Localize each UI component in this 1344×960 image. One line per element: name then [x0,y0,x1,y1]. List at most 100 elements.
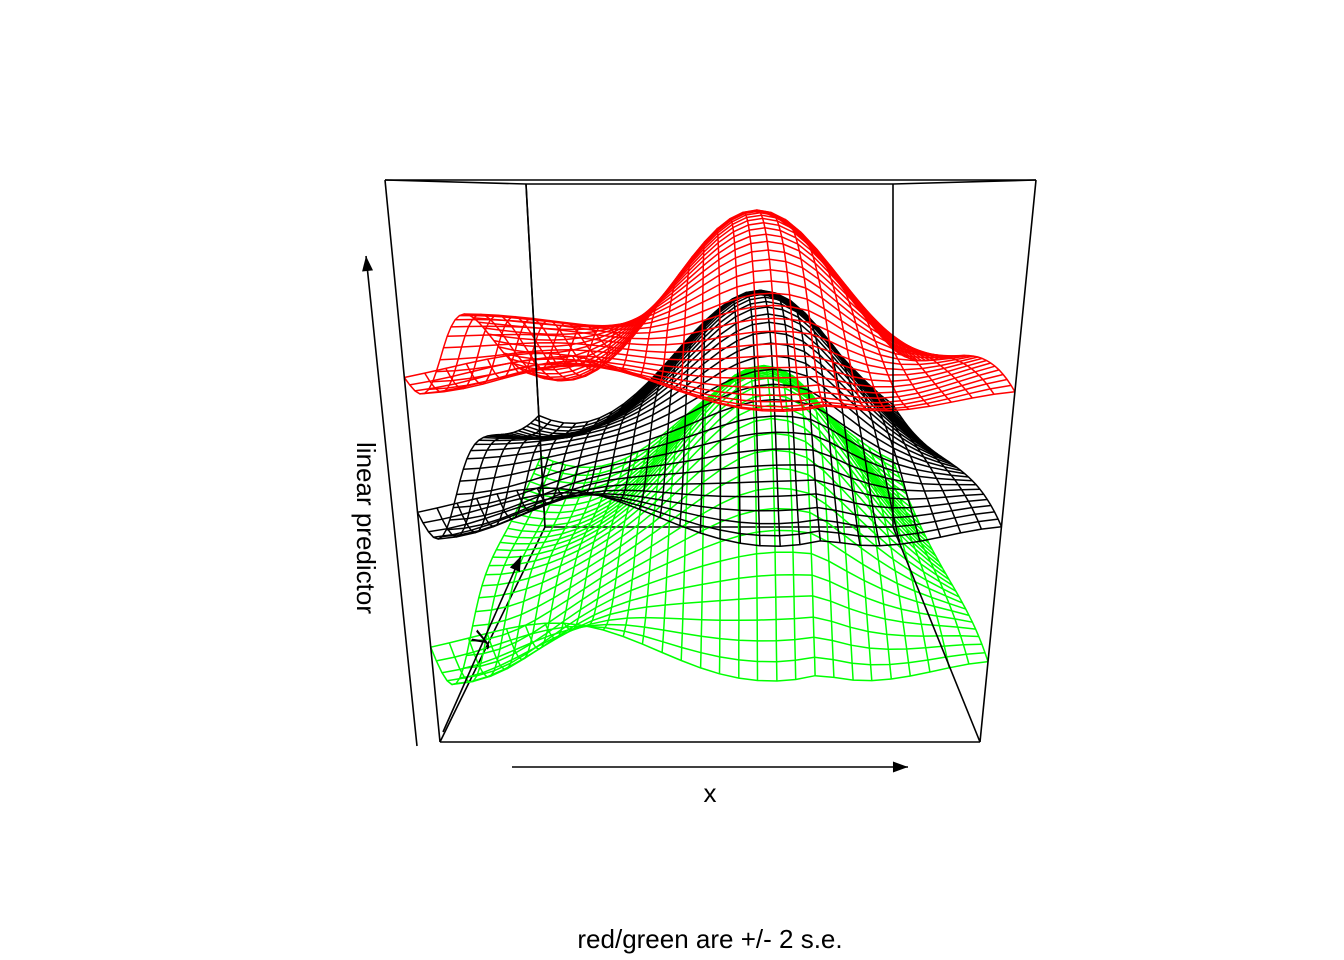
upper-surface-line [716,227,722,404]
fit-surface-line [466,368,958,469]
lower-surface-line [430,622,989,682]
upper-surface-line [445,314,562,390]
fit-surface-line [755,289,781,547]
upper-surface-line [678,255,694,392]
lower-surface-line [485,404,943,576]
upper-surface-line [830,271,910,410]
lower-surface-line [466,507,963,657]
fit-surface-line [536,411,613,505]
fit-surface-line [843,358,921,542]
fit-surface-line [638,357,672,510]
upper-surface-line [404,352,1015,413]
upper-surface-line [450,317,970,362]
fit-surface-line [470,355,954,466]
upper-surface-line [465,315,574,385]
upper-surface-line [753,209,785,412]
fit-surface-line [598,382,649,497]
fit-surface-line [459,398,965,482]
upper-surface-line [817,255,889,412]
fit-surface-line [577,393,637,496]
fit-surface-line [416,414,540,540]
lower-surface-line [469,487,960,643]
box-edge [892,526,981,743]
upper-surface-line [424,364,1000,399]
upper-surface-line [805,241,868,411]
upper-surface-line [779,218,826,407]
upper-surface-line [571,324,634,367]
lower-surface-line [744,367,759,681]
upper-surface-line [614,304,658,373]
axis-arrows [362,255,908,773]
upper-surface-line [403,313,537,395]
lower-surface-line [451,595,976,686]
upper-surface-line [419,364,1004,404]
upper-surface-line [455,304,965,359]
upper-surface-line [741,211,764,412]
upper-surface-line [424,313,549,393]
fit-surface-line [433,492,992,539]
upper-surface-line [892,348,1016,393]
z-axis-arrow [365,255,418,747]
fit-surface-line [618,370,661,503]
lower-surface-line [856,438,931,673]
lower-surface-line [441,623,982,674]
lower-surface-line [880,454,970,665]
upper-surface-line [414,362,1008,408]
lower-surface-line [831,418,893,680]
box-edge [525,183,546,528]
lower-surface-line [459,551,970,679]
lower-surface-line [769,367,797,680]
box-edge [384,179,441,743]
fit-surface-line [449,448,977,521]
lower-surface-line [680,405,698,661]
z-axis-arrow-head [362,256,374,272]
upper-surface-line [657,271,682,385]
lower-surface-line [463,529,967,670]
box-edge [384,179,527,185]
surface-layers [403,209,1016,686]
lower-surface-line [868,446,950,668]
lower-surface-line [492,384,937,559]
upper-surface-line [459,292,961,357]
fit-surface-line [436,419,552,538]
fit-surface-line [422,492,999,538]
fit-surface-line [780,298,822,541]
x-axis-arrow-head [892,761,908,773]
caption: red/green are +/- 2 s.e. [577,924,842,954]
fit-surface-line [438,489,988,540]
upper-surface-group [403,209,1016,413]
lower-surface-line [446,616,979,682]
upper-surface-line [513,211,914,371]
y-axis-arrow [442,555,522,733]
lower-surface-line [583,451,639,627]
lower-surface-line [500,371,930,545]
lower-surface-line [843,428,912,677]
upper-surface-line [488,233,935,361]
lower-surface-line [563,457,627,632]
lower-surface-line [488,393,940,567]
upper-surface-line [635,288,670,378]
upper-surface-line [699,240,706,399]
upper-surface-line [443,341,979,371]
fit-surface-line [456,415,969,496]
lower-surface-line [436,625,986,666]
upper-surface-line [528,322,610,371]
box-edge [892,179,1037,185]
upper-surface-line [439,349,983,376]
lower-surface-group [430,364,989,686]
lower-surface-line [486,466,579,671]
upper-surface-line [855,305,952,403]
fit-surface-line [742,291,761,546]
fit-surface-line [417,487,1002,547]
y-axis-arrow-head [509,556,521,572]
x-axis-label: x [704,778,717,808]
fit-surface-line [892,404,1003,528]
lower-surface-line [732,374,740,679]
fit-surface-group [416,289,1003,547]
upper-surface-line [728,217,743,409]
fit-surface-line [659,343,684,518]
upper-surface-line [766,211,805,411]
fit-surface-line [516,417,601,513]
fit-surface-line [446,464,980,531]
